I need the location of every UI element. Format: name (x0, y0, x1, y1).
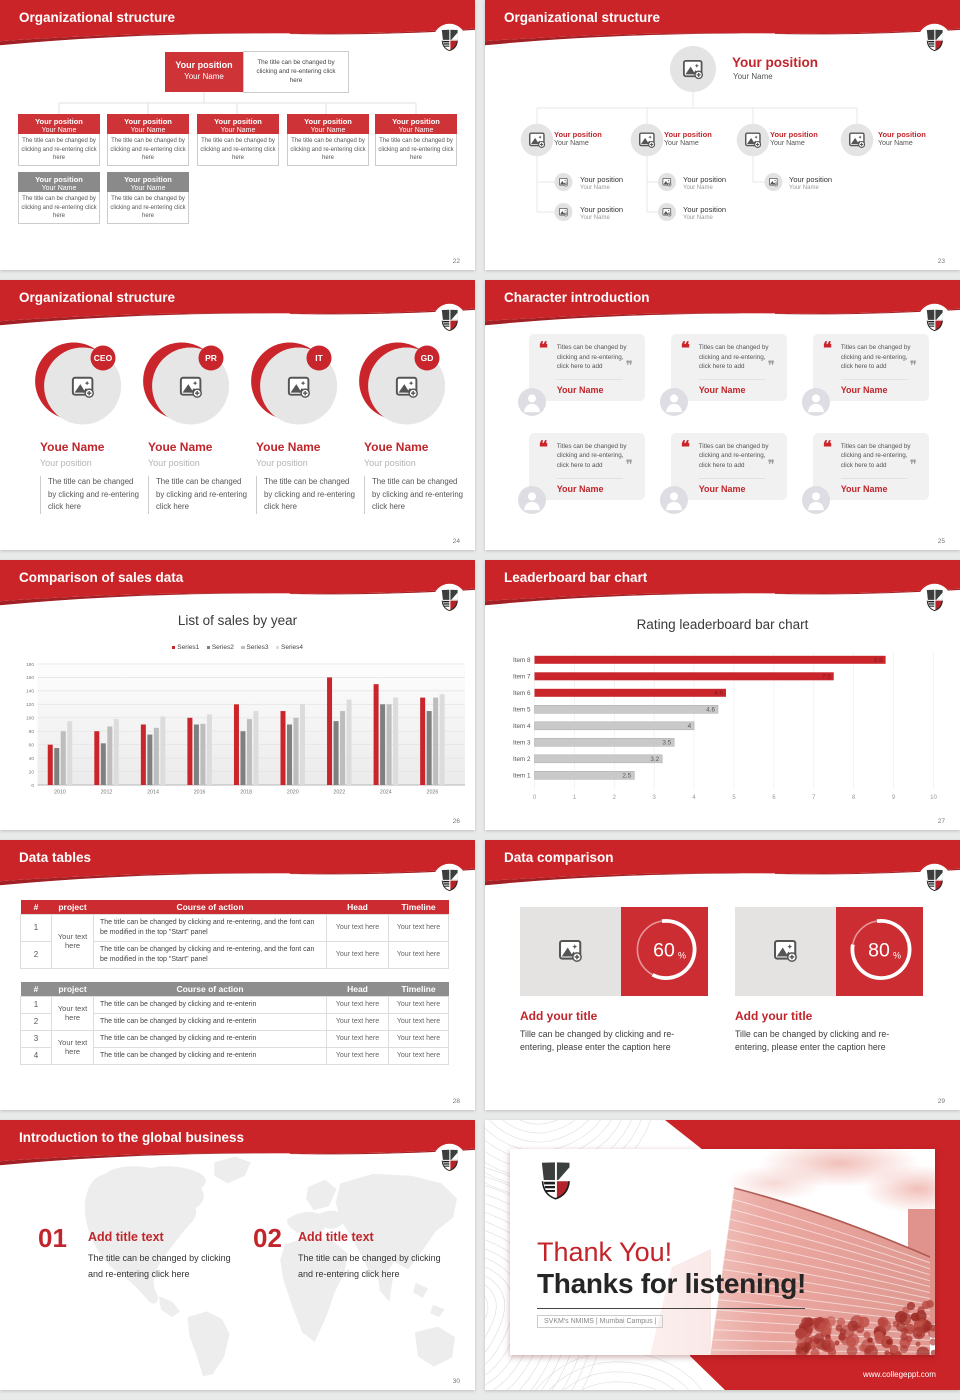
svg-text:2010: 2010 (54, 790, 66, 796)
svg-text:140: 140 (26, 689, 34, 695)
svg-text:0: 0 (31, 783, 34, 789)
svg-text:3: 3 (653, 795, 657, 801)
svg-text:Item 4: Item 4 (513, 723, 531, 730)
svg-text:5: 5 (732, 795, 736, 801)
svg-text:Item 5: Item 5 (513, 707, 531, 714)
svg-text:%: % (678, 951, 686, 961)
svg-text:3.2: 3.2 (650, 756, 659, 763)
svg-text:1: 1 (573, 795, 577, 801)
svg-text:PR: PR (205, 353, 217, 363)
svg-text:Item 1: Item 1 (513, 773, 531, 780)
svg-text:20: 20 (29, 769, 35, 775)
svg-text:4: 4 (688, 723, 692, 730)
svg-text:2: 2 (613, 795, 617, 801)
svg-text:GD: GD (421, 353, 434, 363)
svg-text:160: 160 (26, 675, 34, 681)
svg-text:2.5: 2.5 (622, 773, 631, 780)
svg-text:8: 8 (852, 795, 856, 801)
svg-text:4.8: 4.8 (714, 690, 723, 697)
svg-text:2016: 2016 (194, 790, 206, 796)
svg-text:180: 180 (26, 662, 34, 668)
svg-text:CEO: CEO (94, 353, 113, 363)
svg-text:Item 7: Item 7 (513, 674, 531, 681)
svg-text:6: 6 (772, 795, 776, 801)
svg-text:120: 120 (26, 702, 34, 708)
svg-text:2026: 2026 (427, 790, 439, 796)
svg-text:%: % (893, 951, 901, 961)
svg-text:4.6: 4.6 (706, 707, 715, 714)
svg-text:2020: 2020 (287, 790, 299, 796)
svg-text:3.5: 3.5 (662, 740, 671, 747)
svg-text:Item 8: Item 8 (513, 657, 531, 664)
svg-text:7.5: 7.5 (822, 674, 831, 681)
svg-text:0: 0 (533, 795, 537, 801)
svg-text:4: 4 (692, 795, 696, 801)
svg-text:Item 6: Item 6 (513, 690, 531, 697)
svg-text:2018: 2018 (240, 790, 252, 796)
svg-text:10: 10 (930, 795, 937, 801)
svg-text:60: 60 (29, 743, 35, 749)
svg-text:Item 3: Item 3 (513, 740, 531, 747)
svg-text:100: 100 (26, 716, 34, 722)
svg-text:80: 80 (29, 729, 35, 735)
svg-text:60: 60 (653, 940, 675, 962)
svg-text:2024: 2024 (380, 790, 392, 796)
svg-text:7: 7 (812, 795, 816, 801)
svg-text:80: 80 (868, 940, 890, 962)
svg-text:40: 40 (29, 756, 35, 762)
svg-text:IT: IT (315, 353, 323, 363)
svg-text:Item 2: Item 2 (513, 756, 531, 763)
svg-text:2012: 2012 (101, 790, 113, 796)
svg-text:9: 9 (892, 795, 896, 801)
svg-text:2014: 2014 (147, 790, 159, 796)
svg-text:8.8: 8.8 (874, 657, 883, 664)
svg-text:2022: 2022 (333, 790, 345, 796)
